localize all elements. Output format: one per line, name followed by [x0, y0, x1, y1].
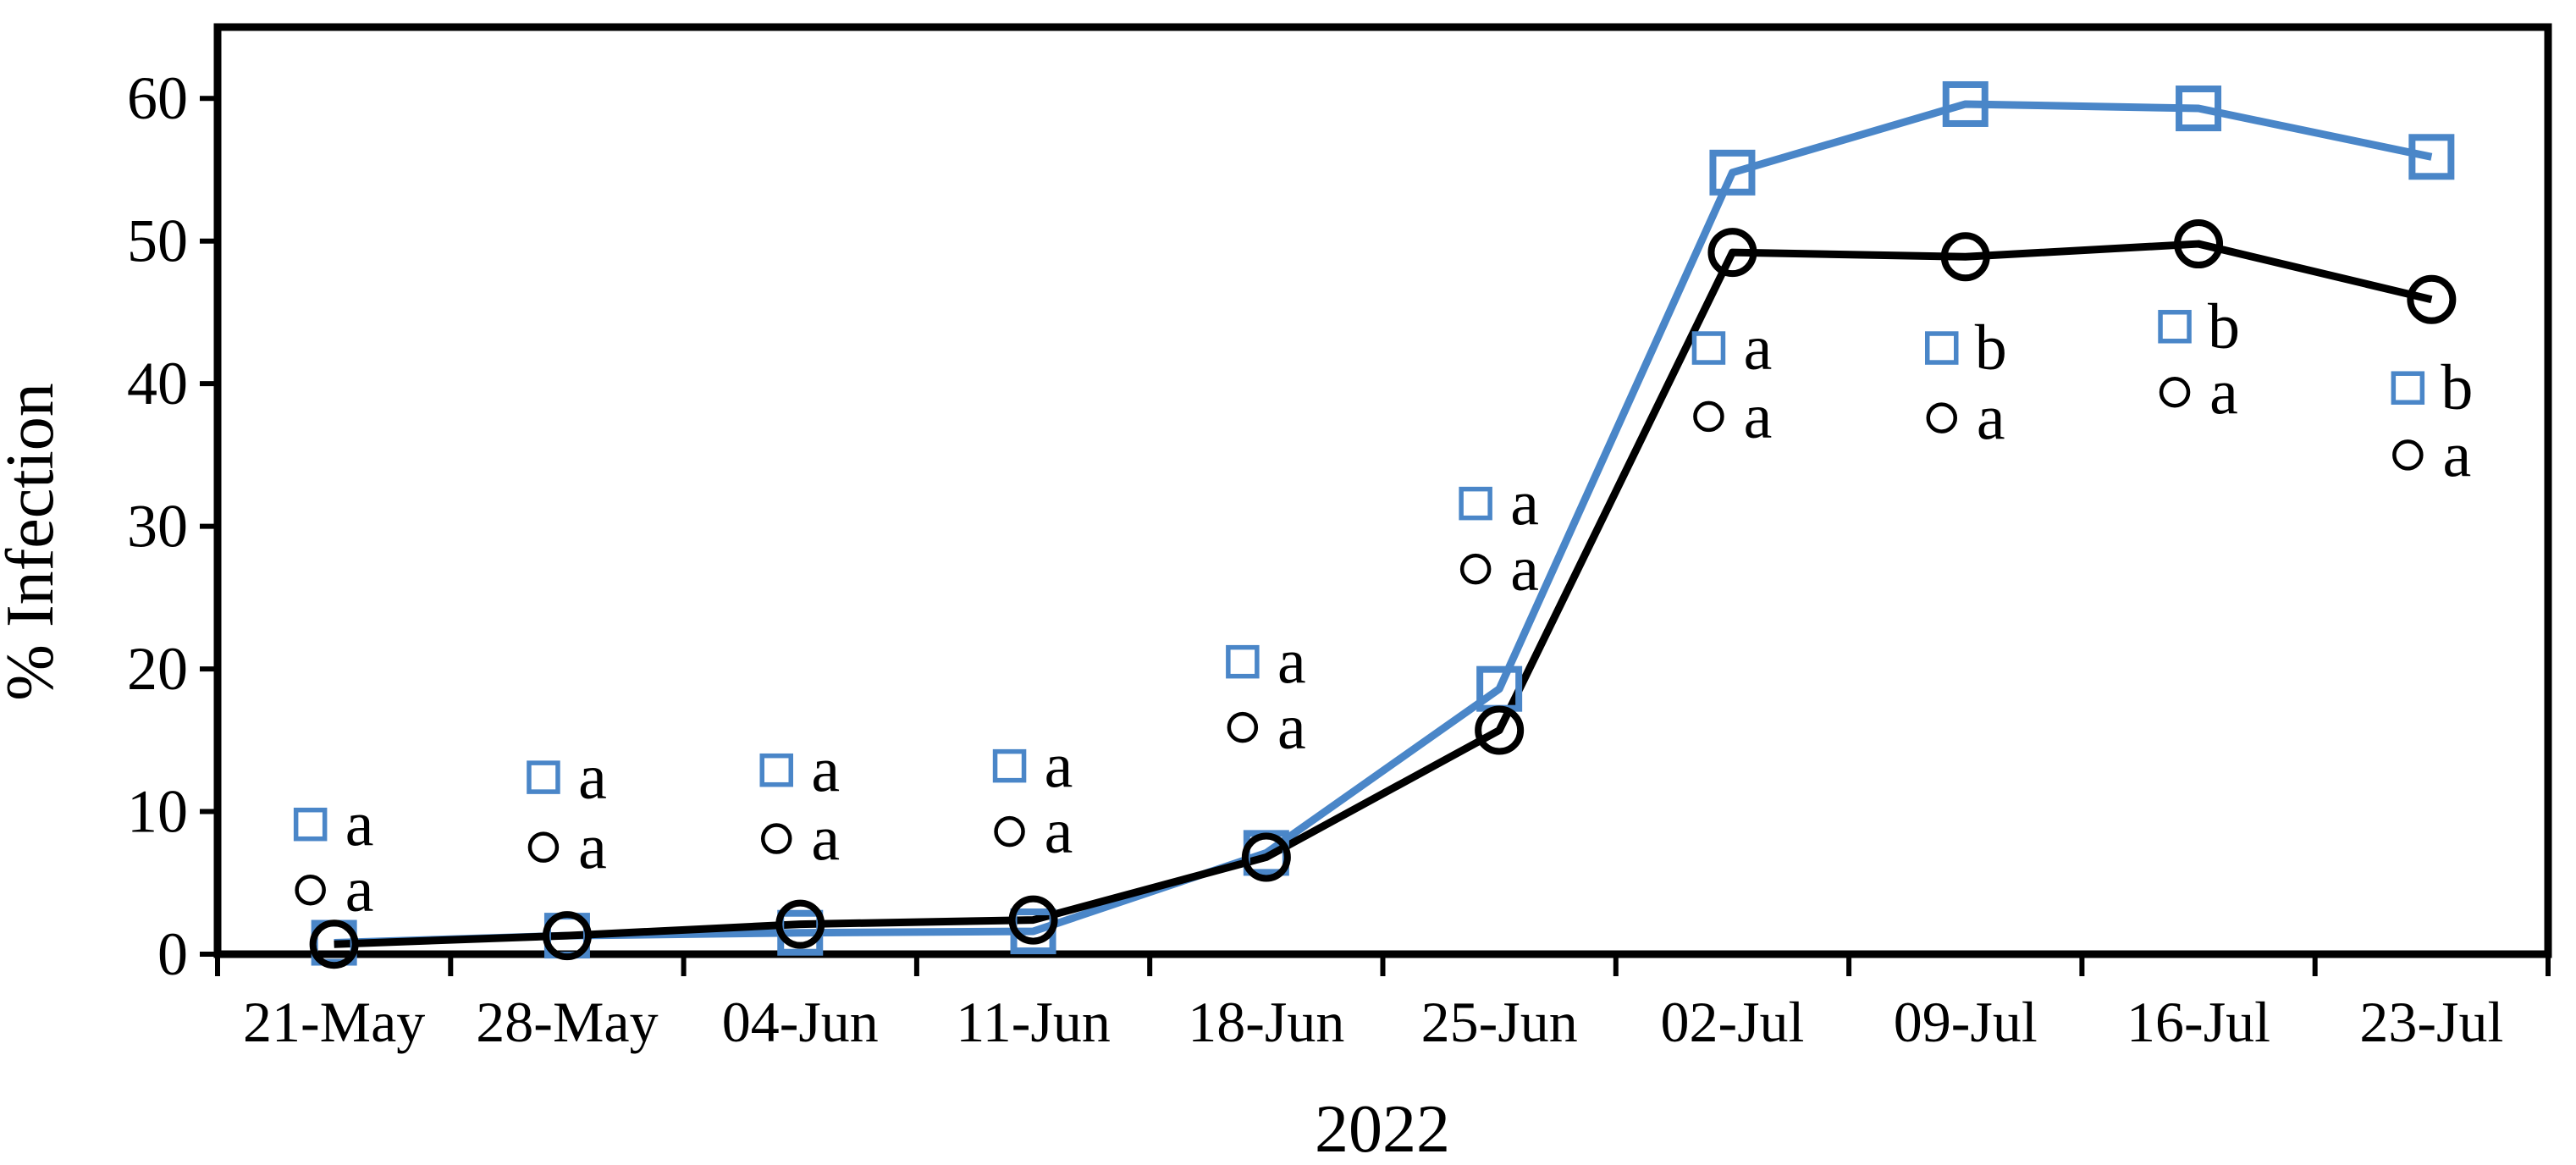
annotation-square-letter: a [811, 735, 840, 806]
blue-square-series-line [334, 100, 2433, 947]
annotation-circle-letter: a [1510, 533, 1539, 605]
significance-annotation-circle: a [1744, 381, 1773, 452]
annotation-square-icon [2158, 310, 2192, 344]
black-circle-series-marker [1475, 705, 1525, 755]
x-axis-tick-label: 09-Jul [1894, 990, 2038, 1054]
annotation-square-letter: a [1510, 468, 1539, 539]
black-circle-series-marker [2174, 219, 2224, 269]
blue-square-series-marker [2408, 134, 2455, 180]
y-axis-tick-label: 40 [127, 350, 188, 417]
annotation-square-icon [527, 760, 560, 794]
annotation-square-icon [293, 807, 328, 842]
significance-annotation-square: b [2441, 352, 2473, 423]
significance-annotation-circle: a [2442, 419, 2471, 490]
annotation-circle-icon [1459, 553, 1492, 585]
y-axis-tick-label: 60 [127, 64, 188, 132]
x-axis-tick-label: 18-Jun [1188, 990, 1344, 1054]
significance-annotation-square: b [2208, 291, 2240, 362]
annotation-circle-letter: a [1277, 692, 1306, 763]
significance-annotation-square: a [578, 742, 607, 813]
annotation-square-icon [992, 748, 1027, 783]
x-axis-tick-label: 02-Jul [1660, 990, 1804, 1054]
y-axis-tick-label: 0 [157, 920, 188, 988]
significance-annotation-square: b [1975, 312, 2007, 384]
annotation-square-letter: a [1277, 627, 1306, 698]
annotation-circle-letter: a [1977, 383, 2005, 454]
x-axis-tick-label: 04-Jun [722, 990, 879, 1054]
x-axis-tick-label: 25-Jun [1421, 990, 1578, 1054]
significance-annotation-circle: a [1510, 533, 1539, 605]
annotation-square-icon [1925, 331, 1959, 365]
black-circle-series-marker [1241, 832, 1291, 882]
annotation-circle-letter: a [345, 854, 374, 925]
y-axis-tick-label: 10 [127, 778, 188, 846]
annotation-circle-icon [994, 815, 1025, 848]
black-circle-series-marker [775, 899, 825, 949]
annotation-square-icon [1226, 644, 1260, 679]
x-axis-tick-label: 16-Jul [2126, 990, 2270, 1054]
blue-square-series-marker [1709, 149, 1756, 196]
annotation-square-icon [1459, 486, 1492, 521]
annotation-square-letter: a [1744, 312, 1773, 384]
significance-annotation-square: a [811, 735, 840, 806]
significance-annotation-square: a [1744, 312, 1773, 384]
black-circle-series-marker [1707, 228, 1757, 278]
significance-annotation-square: a [345, 789, 374, 860]
annotation-circle-icon [1227, 711, 1259, 743]
black-circle-series-marker [2407, 274, 2457, 324]
annotation-circle-icon [1926, 402, 1957, 433]
y-axis-tick-label: 30 [127, 493, 188, 560]
blue-square-series-marker [2176, 86, 2222, 132]
annotation-square-letter: a [578, 742, 607, 813]
x-axis-tick-label: 11-Jun [956, 990, 1111, 1054]
annotation-square-letter: b [1975, 312, 2007, 384]
y-axis-title: % Infection [0, 383, 68, 700]
significance-annotation-circle: a [1977, 383, 2005, 454]
annotation-circle-letter: a [1045, 796, 1073, 867]
significance-annotation-circle: a [345, 854, 374, 925]
x-axis-tick-label: 23-Jul [2359, 990, 2503, 1054]
annotation-square-letter: a [345, 789, 374, 860]
significance-annotation-square: a [1277, 627, 1306, 698]
x-axis-title: 2022 [1315, 1092, 1450, 1165]
annotation-circle-letter: a [2209, 356, 2238, 428]
annotation-circle-letter: a [578, 812, 607, 883]
annotation-circle-letter: a [1744, 381, 1773, 452]
blue-square-series-marker [1942, 80, 1989, 127]
significance-annotation-square: a [1045, 731, 1073, 802]
annotation-circle-icon [2392, 439, 2424, 471]
annotation-square-letter: a [1045, 731, 1073, 802]
black-circle-series-marker [309, 919, 359, 969]
annotation-circle-icon [295, 874, 326, 906]
y-axis-tick-label: 50 [127, 207, 188, 275]
black-circle-series-marker [542, 911, 592, 961]
significance-annotation-circle: a [2209, 356, 2238, 428]
annotation-square-letter: b [2441, 352, 2473, 423]
annotation-square-icon [759, 753, 793, 787]
annotation-circle-icon [1693, 400, 1724, 433]
black-circle-series-marker [1008, 895, 1058, 945]
annotation-circle-letter: a [811, 803, 840, 875]
plot-area: 0 10 20 30 40 50 60 21-May 28-May 04-Jun 11-Jun 18-… [127, 23, 2552, 1054]
annotation-square-icon [1691, 331, 1726, 365]
significance-annotation-circle: a [578, 812, 607, 883]
x-axis-tick-label: 21-May [243, 990, 425, 1054]
x-axis-tick-label: 28-May [476, 990, 658, 1054]
black-circle-series-line [334, 240, 2433, 948]
annotation-square-letter: b [2208, 291, 2240, 362]
significance-annotation-circle: a [1045, 796, 1073, 867]
significance-annotation-circle: a [811, 803, 840, 875]
black-circle-series-marker [1940, 232, 1990, 282]
annotation-circle-icon [2159, 377, 2191, 408]
plot-border [213, 23, 2552, 958]
y-axis-tick-label: 20 [127, 635, 188, 703]
annotation-circle-icon [761, 823, 792, 854]
annotation-circle-icon [527, 831, 560, 863]
significance-annotation-square: a [1510, 468, 1539, 539]
annotation-square-icon [2391, 371, 2425, 405]
annotation-circle-letter: a [2442, 419, 2471, 490]
significance-annotation-circle: a [1277, 692, 1306, 763]
